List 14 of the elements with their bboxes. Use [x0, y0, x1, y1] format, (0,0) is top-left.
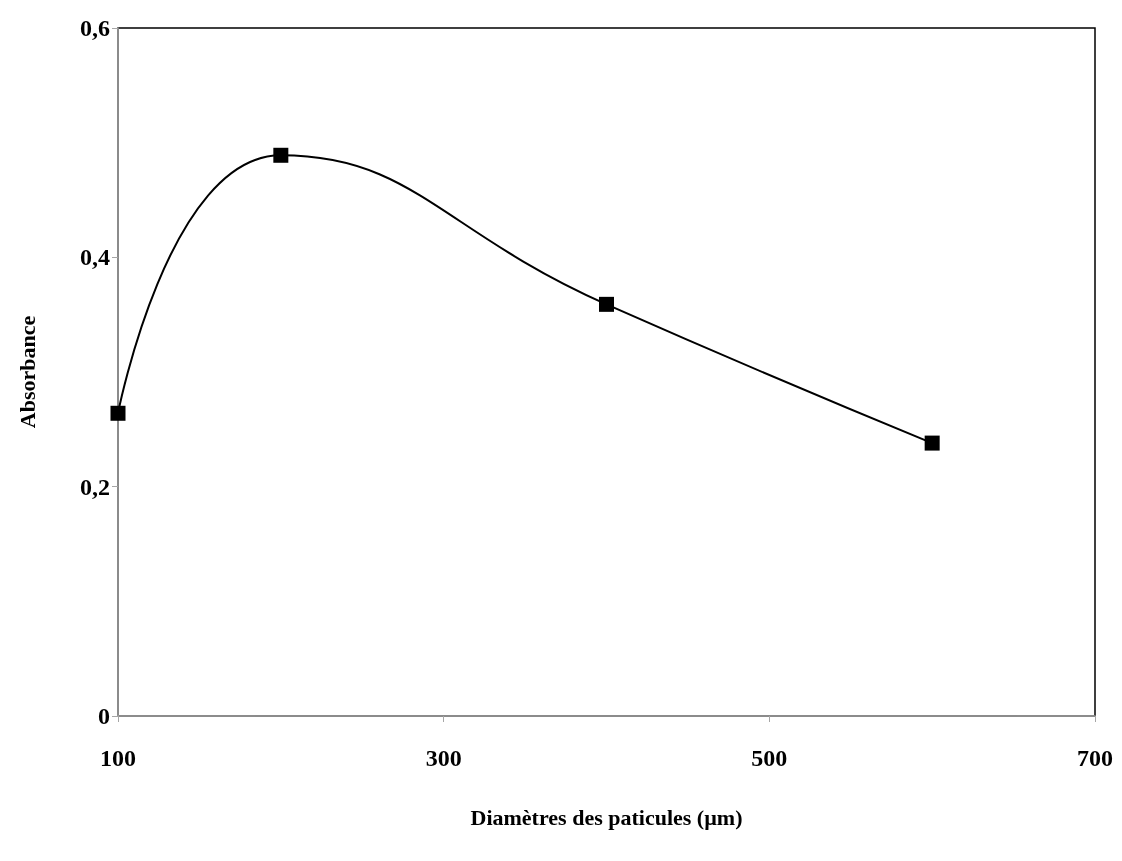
- x-axis-title: Diamètres des paticules (µm): [470, 804, 743, 830]
- point: [924, 435, 940, 451]
- point: [110, 405, 126, 421]
- point: [599, 296, 614, 312]
- y-tick-label: 0,6: [80, 15, 110, 41]
- y-tick-label: 0: [98, 703, 110, 729]
- x-tick-label: 500: [751, 745, 788, 771]
- y-axis-title: Absorbance: [14, 315, 40, 429]
- x-tick-label: 300: [425, 745, 462, 771]
- point: [273, 147, 289, 163]
- y-tick-label: 0,4: [80, 244, 110, 271]
- x-tick-label: 700: [1077, 745, 1113, 771]
- x-tick-label: 100: [100, 745, 136, 771]
- y-tick-label: 0,2: [80, 473, 110, 500]
